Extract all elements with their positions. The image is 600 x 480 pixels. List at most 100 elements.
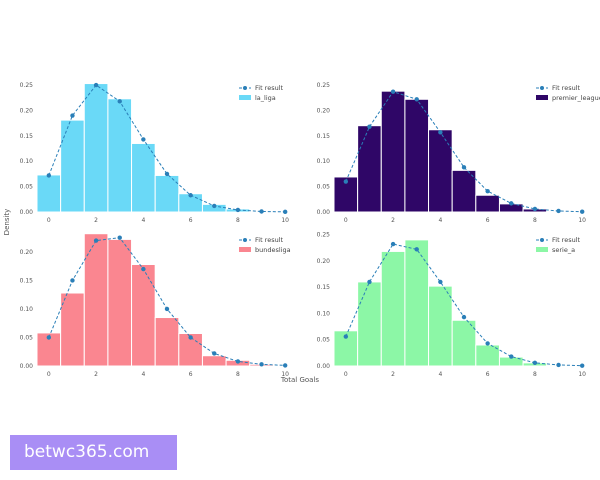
ytick-label: 0.10 [20,306,34,313]
xtick-label: 4 [438,371,442,378]
bar-serie_a-5 [451,319,477,367]
legend-fit-label: Fit result [255,84,284,92]
xtick-label: 6 [189,371,193,378]
xtick-label: 8 [533,217,537,224]
panel-bundesliga: 0.00 0.05 0.10 0.15 0.20 0 2 4 6 8 10 Fit result bun… [20,233,291,378]
fit-point-bundesliga-4 [141,266,146,272]
ytick-label: 0.25 [317,82,331,89]
legend-fit-label: Fit result [552,84,581,92]
bar-premier_league-4 [428,129,453,213]
fit-point-serie_a-10 [579,363,585,368]
watermark-banner: betwc365.com [10,435,177,470]
fit-point-premier_league-2 [390,89,396,94]
xtick-label: 10 [578,217,586,224]
fit-point-la_liga-3 [117,99,122,104]
fit-point-serie_a-9 [556,362,561,368]
fit-point-la_liga-7 [212,203,217,209]
xtick-label: 2 [94,371,98,378]
legend-bar-label: la_liga [255,94,276,102]
panel-premier_league: 0.00 0.05 0.10 0.15 0.20 0.25 0 2 4 6 8 10 Fit resul… [317,82,600,224]
legend-fit-marker [540,238,544,242]
fit-point-premier_league-4 [438,130,443,135]
ytick-label: 0.00 [317,209,331,216]
xtick-label: 4 [141,371,145,378]
fit-point-premier_league-1 [367,124,372,129]
ytick-label: 0.20 [20,107,34,114]
fit-point-serie_a-4 [438,279,443,285]
legend-bar-label: premier_league [552,94,600,102]
bar-serie_a-1 [357,281,382,367]
ytick-label: 0.00 [20,363,34,370]
ytick-label: 0.00 [20,209,34,216]
fit-point-la_liga-8 [235,207,241,213]
bar-premier_league-1 [357,125,382,213]
legend-bar-label: bundesliga [255,246,291,254]
xtick-label: 2 [391,217,395,224]
fit-point-serie_a-2 [390,241,396,247]
fit-point-bundesliga-3 [117,235,122,240]
ytick-label: 0.15 [20,277,34,284]
legend-fit-label: Fit result [255,236,284,244]
fit-point-bundesliga-8 [235,359,241,364]
xtick-label: 6 [189,217,193,224]
ytick-label: 0.15 [20,133,34,140]
bar-premier_league-5 [451,169,477,213]
fit-point-bundesliga-0 [46,335,52,340]
fit-point-la_liga-4 [141,137,146,142]
xtick-label: 10 [281,371,289,378]
legend-bar-label: serie_a [552,246,575,254]
bar-la_liga-2 [83,83,109,213]
xtick-label: 4 [141,217,145,224]
bar-premier_league-6 [475,194,500,213]
fit-point-premier_league-6 [485,188,490,194]
panel-la_liga: 0.00 0.05 0.10 0.15 0.20 0.25 0 2 4 6 8 10 Fit resul… [20,82,290,224]
xtick-label: 4 [438,217,442,224]
xtick-label: 8 [533,371,537,378]
x-axis-label: Total Goals [280,376,320,384]
bar-serie_a-4 [428,285,453,367]
legend-fit-marker [243,238,247,242]
xtick-label: 6 [486,371,490,378]
fit-point-serie_a-1 [367,279,372,285]
legend-bar-swatch [536,95,548,100]
xtick-label: 0 [344,371,348,378]
fit-point-premier_league-10 [579,209,585,214]
fit-point-serie_a-8 [532,360,538,366]
ytick-label: 0.05 [20,184,34,191]
ytick-label: 0.10 [20,158,34,165]
fit-point-premier_league-3 [414,97,419,102]
fit-line-la_liga [48,84,286,213]
fit-point-premier_league-8 [532,206,538,212]
bar-premier_league-2 [380,90,406,213]
fit-point-la_liga-9 [259,209,264,214]
fit-point-serie_a-5 [461,314,467,320]
legend-fit-label: Fit result [552,236,581,244]
bar-serie_a-2 [380,250,406,367]
legend-fit-marker [243,86,247,90]
fit-point-premier_league-9 [556,208,561,214]
xtick-label: 0 [47,371,51,378]
ytick-label: 0.05 [317,337,331,344]
ytick-label: 0.00 [317,363,331,370]
fit-point-la_liga-0 [46,173,52,178]
legend-bar-swatch [239,247,251,252]
xtick-label: 10 [281,217,289,224]
ytick-label: 0.10 [317,310,331,317]
legend-bar-swatch [239,95,251,100]
fit-point-premier_league-7 [509,201,514,206]
bar-la_liga-3 [107,98,133,213]
xtick-label: 2 [94,217,98,224]
ytick-label: 0.25 [317,232,331,239]
bar-la_liga-4 [131,142,156,213]
ytick-label: 0.20 [317,107,331,114]
xtick-label: 0 [344,217,348,224]
bar-la_liga-5 [154,174,180,213]
ytick-label: 0.05 [20,334,34,341]
panel-serie_a: 0.00 0.05 0.10 0.15 0.20 0.25 0 2 4 6 8 10 Fit resul… [317,232,587,378]
fit-point-la_liga-10 [282,209,288,215]
ytick-label: 0.05 [317,184,331,191]
y-axis-label: Density [3,209,11,236]
xtick-label: 0 [47,217,51,224]
bar-la_liga-0 [36,174,62,213]
